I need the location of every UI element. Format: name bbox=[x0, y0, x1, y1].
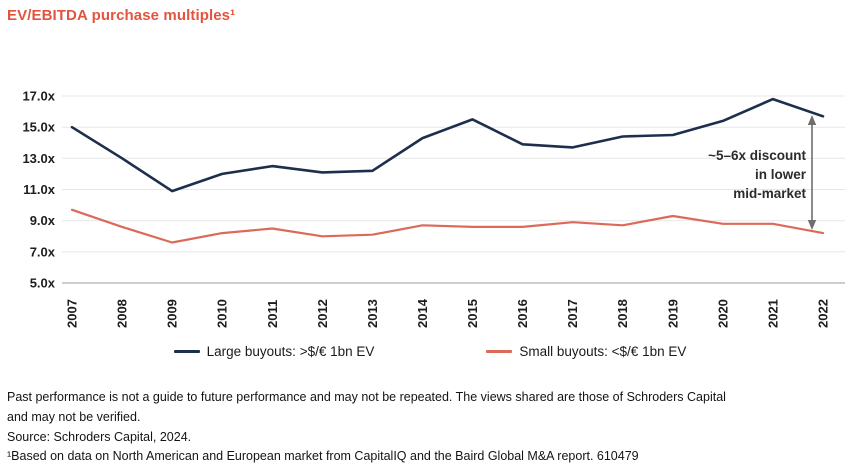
x-axis-tick-label: 2009 bbox=[165, 299, 180, 328]
x-axis-tick-label: 2022 bbox=[816, 299, 831, 328]
x-axis-tick-label: 2007 bbox=[65, 299, 80, 328]
series-line-large-buyouts bbox=[70, 97, 825, 193]
footnote-text: ¹Based on data on North American and Eur… bbox=[7, 449, 639, 463]
x-axis-tick-label: 2008 bbox=[115, 299, 130, 328]
legend: Large buyouts: >$/€ 1bn EV Small buyouts… bbox=[0, 344, 860, 359]
legend-swatch-large-buyouts bbox=[173, 350, 200, 353]
y-axis-tick-label: 17.0x bbox=[22, 89, 55, 104]
plot-area: 5.0x 7.0x 9.0x 11.0x 13.0x 15.0x 17.0x 2007 2008… bbox=[22, 89, 845, 328]
series-line-small-buyouts bbox=[70, 208, 825, 244]
x-axis-tick-label: 2017 bbox=[565, 299, 580, 328]
y-axis-tick-label: 7.0x bbox=[30, 244, 56, 259]
y-axis-tick-label: 9.0x bbox=[30, 213, 56, 228]
x-axis-tick-label: 2018 bbox=[615, 299, 630, 328]
x-axis-tick-label: 2015 bbox=[465, 299, 480, 328]
legend-label-large-buyouts: Large buyouts: >$/€ 1bn EV bbox=[206, 344, 375, 359]
legend-label-small-buyouts: Small buyouts: <$/€ 1bn EV bbox=[519, 344, 687, 359]
discount-annotation: ~5–6x discount in lower mid-market bbox=[708, 148, 806, 201]
x-axis-tick-label: 2014 bbox=[415, 298, 430, 328]
x-axis-tick-label: 2011 bbox=[265, 300, 280, 328]
legend-swatch-small-buyouts bbox=[486, 350, 513, 353]
x-axis-tick-label: 2012 bbox=[315, 299, 330, 328]
x-axis-tick-label: 2019 bbox=[665, 299, 680, 328]
x-axis-tick-label: 2013 bbox=[365, 299, 380, 328]
page-title: EV/EBITDA purchase multiples¹ bbox=[7, 7, 236, 24]
discount-range-arrow bbox=[807, 115, 817, 230]
x-axis-tick-label: 2021 bbox=[765, 299, 780, 328]
legend-item-large-buyouts: Large buyouts: >$/€ 1bn EV bbox=[173, 344, 375, 359]
x-axis-tick-label: 2020 bbox=[715, 299, 730, 328]
disclaimer-text: Past performance is not a guide to futur… bbox=[7, 390, 726, 424]
legend-item-small-buyouts: Small buyouts: <$/€ 1bn EV bbox=[486, 344, 686, 359]
x-axis-tick-label: 2016 bbox=[515, 299, 530, 328]
y-axis-tick-label: 15.0x bbox=[22, 120, 55, 135]
source-text: Source: Schroders Capital, 2024. bbox=[7, 430, 192, 444]
y-axis-tick-label: 11.0x bbox=[23, 182, 56, 197]
y-axis-tick-label: 5.0x bbox=[30, 276, 56, 291]
y-axis-tick-label: 13.0x bbox=[22, 151, 55, 166]
line-chart: 5.0x 7.0x 9.0x 11.0x 13.0x 15.0x 17.0x 2007 2008… bbox=[22, 89, 845, 328]
x-axis-tick-label: 2010 bbox=[215, 299, 230, 328]
